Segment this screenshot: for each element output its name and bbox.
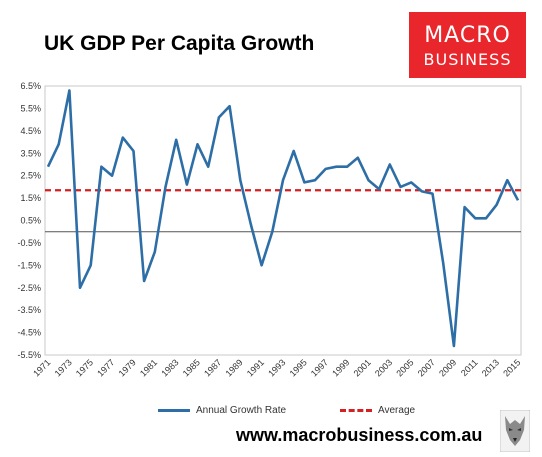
legend-item-average: Average — [340, 405, 415, 416]
x-tick-label: 2005 — [394, 357, 415, 378]
legend-item-growth: Annual Growth Rate — [158, 405, 286, 416]
x-tick-label: 1987 — [202, 357, 223, 378]
x-tick-label: 1995 — [288, 357, 309, 378]
x-tick-label: 1971 — [31, 357, 52, 378]
y-tick-label: 1.5% — [20, 193, 41, 203]
legend-label-average: Average — [378, 405, 416, 416]
wolf-mascot-icon — [500, 410, 530, 452]
y-tick-label: 0.5% — [20, 216, 41, 226]
x-tick-label: 2003 — [373, 357, 394, 378]
x-tick-label: 1997 — [309, 357, 330, 378]
legend-label-growth: Annual Growth Rate — [196, 405, 287, 416]
x-tick-label: 2011 — [459, 357, 480, 378]
x-tick-label: 1973 — [53, 357, 74, 378]
x-tick-label: 2007 — [416, 357, 437, 378]
logo-line-2: BUSINESS — [423, 50, 512, 69]
line-chart: 6.5% 5.5% 4.5% 3.5% 2.5% 1.5% 0.5% -0.5% -1.5% -2… — [17, 81, 522, 379]
legend-swatch-growth — [158, 409, 190, 412]
y-tick-label: -4.5% — [17, 328, 41, 338]
y-tick-label: 3.5% — [20, 148, 41, 158]
x-tick-label: 1999 — [330, 357, 351, 378]
chart-title: UK GDP Per Capita Growth — [44, 32, 315, 55]
x-tick-label: 2009 — [437, 357, 458, 378]
x-tick-label: 1975 — [74, 357, 95, 378]
series-growth-line — [46, 89, 520, 348]
plot-area — [44, 85, 522, 356]
legend: Annual Growth Rate Average — [0, 405, 542, 419]
x-tick-label: 1983 — [159, 357, 180, 378]
x-tick-label: 1989 — [223, 357, 244, 378]
x-tick-label: 1991 — [245, 357, 266, 378]
x-tick-label: 2015 — [501, 357, 522, 378]
x-tick-label: 1981 — [138, 357, 159, 378]
x-tick-label: 2001 — [352, 357, 373, 378]
y-tick-label: -1.5% — [17, 260, 41, 270]
x-tick-label: 1993 — [266, 357, 287, 378]
macrobusiness-logo: MACRO BUSINESS — [409, 12, 526, 78]
x-tick-label: 1979 — [117, 357, 138, 378]
x-tick-label: 2013 — [480, 357, 501, 378]
y-tick-label: -5.5% — [17, 350, 41, 360]
y-tick-label: 4.5% — [20, 126, 41, 136]
y-tick-label: -0.5% — [17, 238, 41, 248]
footer-url: www.macrobusiness.com.au — [236, 425, 483, 445]
x-tick-label: 1977 — [95, 357, 116, 378]
y-tick-label: 2.5% — [20, 171, 41, 181]
y-tick-label: -3.5% — [17, 305, 41, 315]
y-tick-label: 5.5% — [20, 103, 41, 113]
x-tick-label: 1985 — [181, 357, 202, 378]
y-tick-label: -2.5% — [17, 283, 41, 293]
y-tick-label: 6.5% — [20, 81, 41, 91]
logo-line-1: MACRO — [424, 23, 511, 48]
legend-swatch-average — [340, 409, 372, 412]
